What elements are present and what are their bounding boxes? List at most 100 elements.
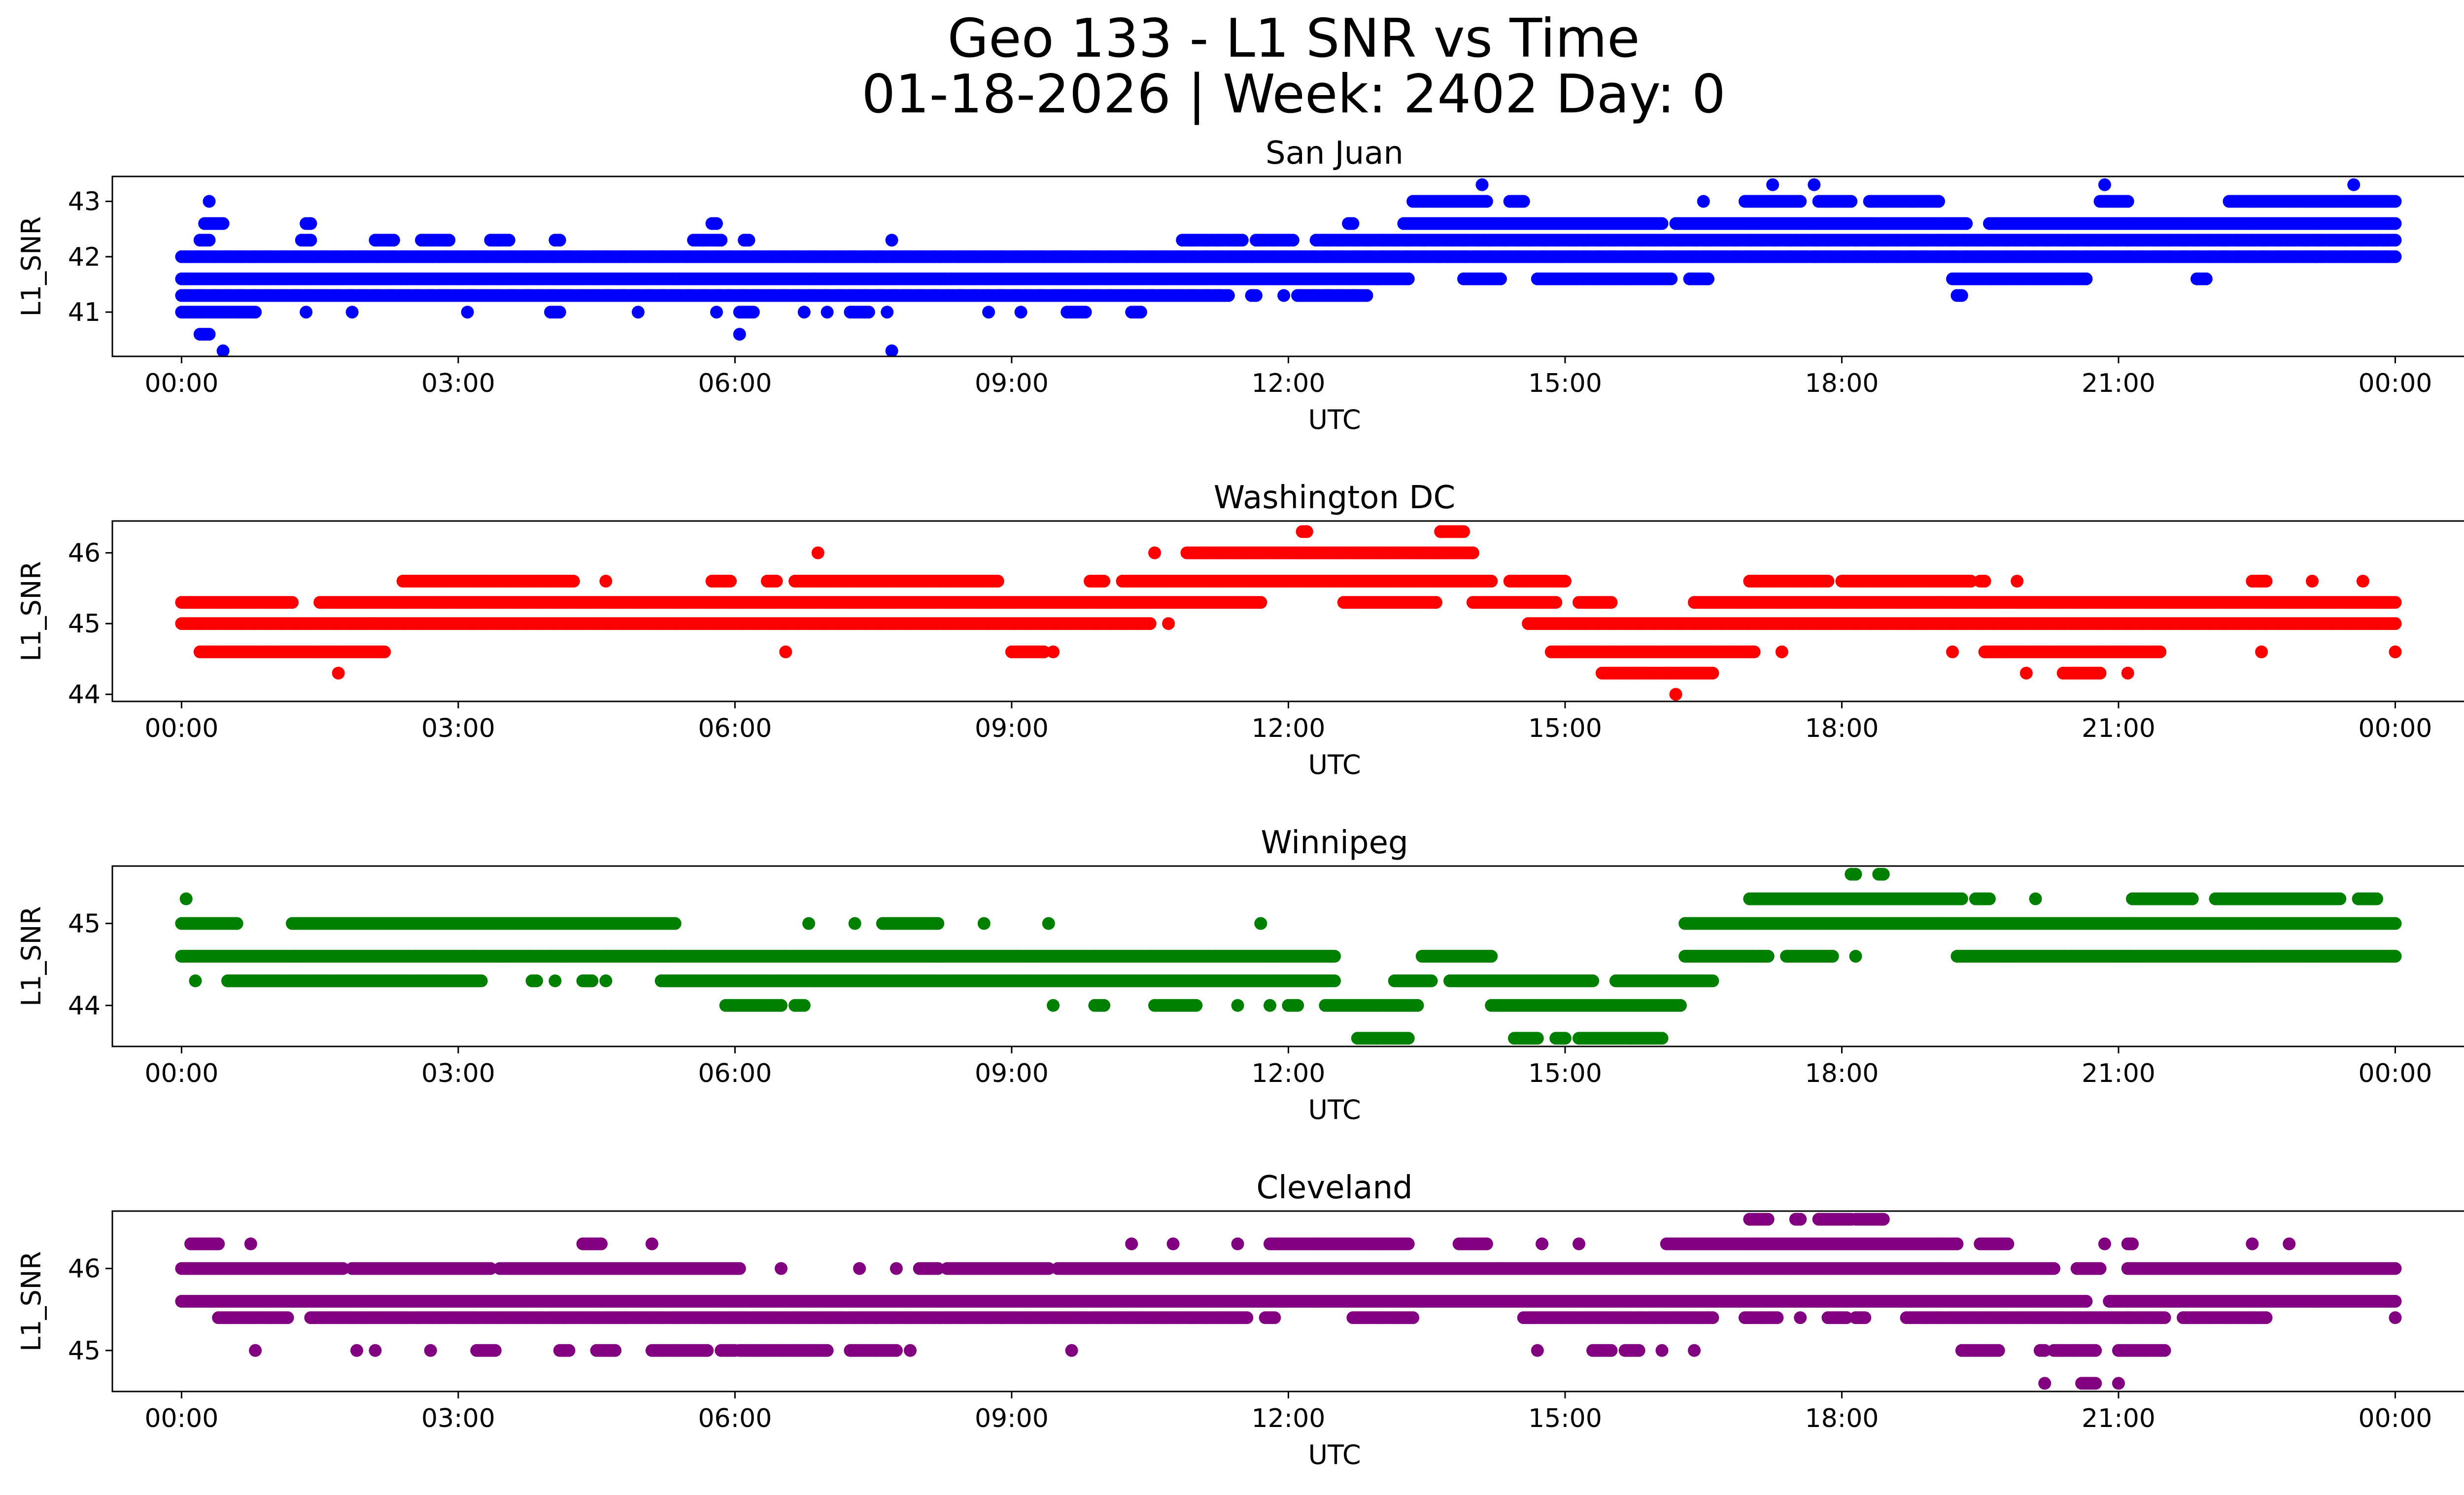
x-tick-label: 15:00 (1528, 369, 1602, 398)
data-point (203, 328, 216, 341)
data-point (1517, 195, 1530, 208)
figure-title-line-2: 01-18-2026 | Week: 2402 Day: 0 (861, 64, 1725, 125)
data-point (2121, 666, 2134, 680)
x-tick-label: 09:00 (975, 369, 1049, 398)
data-point (1932, 195, 1945, 208)
data-point (216, 217, 230, 230)
y-tick-label: 41 (68, 298, 101, 327)
data-point (1766, 178, 1780, 191)
data-point (378, 645, 391, 659)
x-tick-label: 06:00 (698, 369, 772, 398)
data-point (249, 306, 262, 319)
data-point (2154, 645, 2167, 659)
data-point (1079, 306, 1092, 319)
data-point (1014, 306, 1027, 319)
data-point (2093, 666, 2107, 680)
data-point (461, 306, 474, 319)
data-point (1775, 645, 1788, 659)
data-point (742, 234, 755, 247)
data-point (2389, 195, 2402, 208)
data-point (553, 234, 566, 247)
data-point (1946, 645, 1959, 659)
data-point (1669, 688, 1682, 701)
data-point (300, 306, 313, 319)
data-point (502, 234, 515, 247)
data-point (345, 306, 359, 319)
data-point (885, 234, 898, 247)
data-point (881, 306, 894, 319)
x-axis-label: UTC (1308, 404, 1361, 435)
data-point (747, 306, 760, 319)
data-point (631, 306, 645, 319)
data-point (2389, 234, 2402, 247)
data-point (885, 344, 898, 356)
data-point (1706, 666, 1719, 680)
data-point (710, 217, 723, 230)
data-point (1402, 272, 1415, 285)
data-point (1845, 195, 1858, 208)
data-point (203, 195, 216, 208)
data-point (1665, 272, 1678, 285)
data-point (2098, 178, 2111, 191)
x-tick-label: 00:00 (144, 369, 218, 398)
data-point (1360, 289, 1373, 302)
data-point (2199, 272, 2213, 285)
data-point (1047, 645, 1060, 659)
data-point (443, 234, 456, 247)
data-point (1143, 617, 1157, 630)
data-point (1277, 289, 1291, 302)
scatter-series-san-juan (175, 178, 2402, 356)
data-point (982, 306, 995, 319)
x-tick-label: 00:00 (2359, 369, 2432, 398)
data-point (304, 234, 317, 247)
data-point (733, 328, 746, 341)
data-point (332, 666, 345, 680)
y-tick-label: 43 (68, 187, 101, 217)
data-point (1955, 289, 1968, 302)
figure-title-line-1: Geo 133 - L1 SNR vs Time (947, 8, 1640, 70)
data-point (1697, 195, 1710, 208)
data-point (1747, 645, 1761, 659)
data-point (2255, 645, 2268, 659)
data-point (2019, 666, 2033, 680)
data-point (2389, 617, 2402, 630)
panel-title-washington-dc: Washington DC (1214, 480, 1455, 516)
data-point (1475, 178, 1489, 191)
data-point (715, 234, 728, 247)
data-point (1286, 234, 1300, 247)
data-point (1960, 217, 1973, 230)
data-point (2080, 272, 2093, 285)
axes-frame-san-juan (111, 175, 2464, 357)
data-point (2389, 250, 2402, 263)
data-point (1134, 306, 1147, 319)
data-point (710, 306, 723, 319)
data-point (1655, 217, 1669, 230)
data-point (1235, 234, 1249, 247)
data-point (304, 217, 317, 230)
data-point (1480, 195, 1493, 208)
x-tick-label: 21:00 (2082, 369, 2156, 398)
data-point (387, 234, 400, 247)
y-axis-label: L1_SNR (16, 216, 47, 317)
data-point (821, 306, 834, 319)
x-tick-label: 12:00 (1251, 369, 1325, 398)
data-point (1808, 178, 1821, 191)
data-point (1037, 645, 1051, 659)
data-point (2347, 178, 2361, 191)
data-point (1494, 272, 1507, 285)
panel-title-san-juan: San Juan (1266, 135, 1403, 172)
data-point (2121, 195, 2134, 208)
data-point (553, 306, 566, 319)
x-tick-label: 03:00 (421, 369, 495, 398)
data-point (1702, 272, 1714, 285)
data-point (862, 306, 875, 319)
data-point (779, 645, 792, 659)
data-point (1249, 289, 1263, 302)
scatter-series-washington-dc (175, 525, 2402, 701)
data-point (1346, 217, 1360, 230)
data-point (203, 234, 216, 247)
